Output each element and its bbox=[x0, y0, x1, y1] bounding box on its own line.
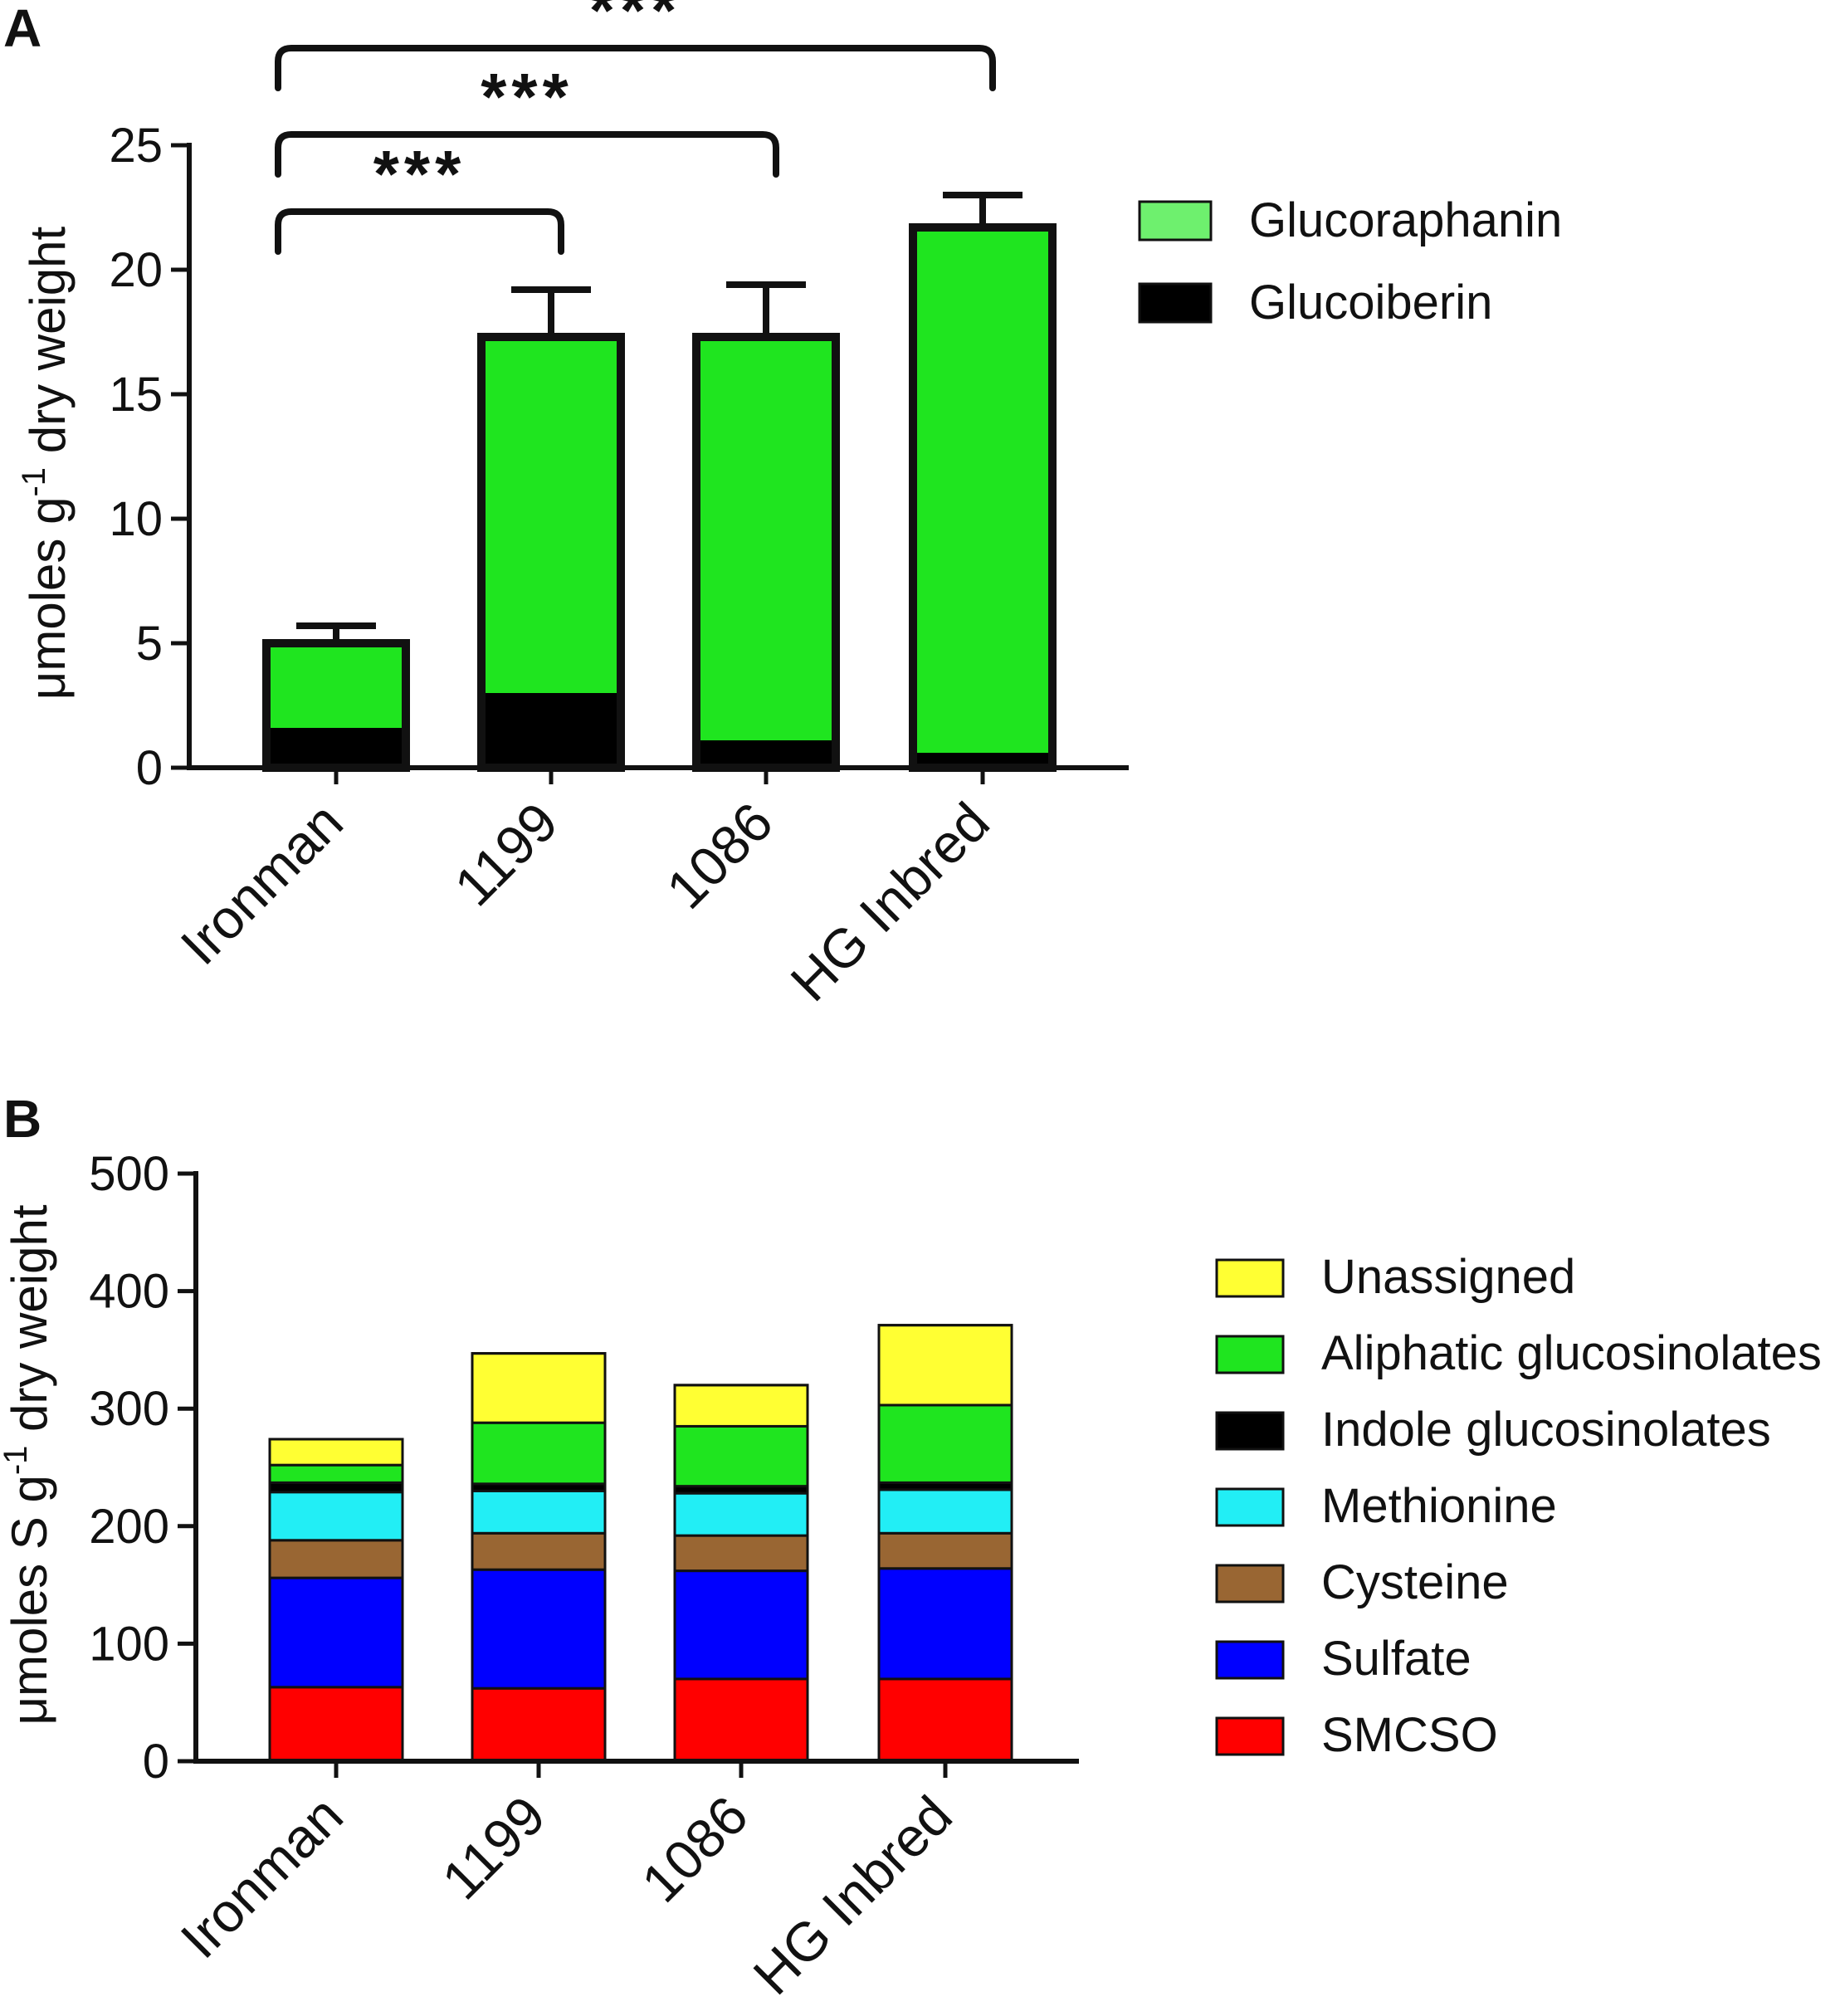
significance-stars-1199: *** bbox=[373, 137, 466, 211]
bar-glucoraphanin-1199 bbox=[481, 337, 621, 693]
legend-swatch-cysteine bbox=[1215, 1564, 1285, 1604]
legend-label-cysteine: Cysteine bbox=[1321, 1555, 1509, 1609]
significance-bracket-1199 bbox=[275, 208, 564, 255]
x-label-1199: 1199 bbox=[430, 1784, 557, 1911]
y-tick-label-500: 500 bbox=[89, 1147, 169, 1201]
bar-unassigned-1199 bbox=[471, 1352, 607, 1424]
bar-smcso-1199 bbox=[471, 1687, 607, 1763]
significance-bracket-1086 bbox=[275, 131, 779, 178]
bar-cysteine-hg-inbred bbox=[877, 1531, 1013, 1570]
significance-bracket-hg-inbred bbox=[275, 45, 996, 91]
legend-swatch-glucoraphanin bbox=[1138, 200, 1213, 242]
y-tick-label-100: 100 bbox=[89, 1617, 169, 1671]
legend-label-sulfate: Sulfate bbox=[1321, 1632, 1472, 1686]
bar-aliphatic-glucosinolates-hg-inbred bbox=[877, 1403, 1013, 1484]
x-label-ironman: Ironman bbox=[168, 791, 354, 977]
bar-smcso-ironman bbox=[268, 1686, 404, 1763]
legend-swatch-smcso bbox=[1215, 1716, 1285, 1756]
bar-glucoiberin-ironman bbox=[266, 728, 406, 768]
legend-swatch-indole-glucosinolates bbox=[1215, 1411, 1285, 1451]
bar-methionine-ironman bbox=[268, 1491, 404, 1542]
legend-label-unassigned: Unassigned bbox=[1321, 1250, 1575, 1304]
bar-glucoiberin-1199 bbox=[481, 693, 621, 768]
y-tick-label-0: 0 bbox=[136, 741, 163, 795]
x-label-hg-inbred: HG Inbred bbox=[778, 791, 1001, 1013]
legend-swatch-sulfate bbox=[1215, 1640, 1285, 1680]
bar-cysteine-ironman bbox=[268, 1539, 404, 1579]
y-axis-label: μmoles S g-1 dry weight bbox=[0, 1204, 57, 1725]
y-tick-label-10: 10 bbox=[109, 492, 163, 546]
x-label-1086: 1086 bbox=[655, 791, 784, 920]
y-tick-label-0: 0 bbox=[143, 1735, 169, 1789]
legend-swatch-glucoiberin bbox=[1138, 282, 1213, 324]
legend-swatch-methionine bbox=[1215, 1487, 1285, 1527]
bar-cysteine-1199 bbox=[471, 1531, 607, 1571]
bar-glucoraphanin-hg-inbred bbox=[913, 227, 1052, 753]
bar-glucoraphanin-1086 bbox=[696, 337, 836, 740]
legend-label-smcso: SMCSO bbox=[1321, 1708, 1498, 1762]
x-label-ironman: Ironman bbox=[168, 1784, 354, 1970]
bar-aliphatic-glucosinolates-1086 bbox=[673, 1424, 809, 1488]
x-label-hg-inbred: HG Inbred bbox=[741, 1784, 964, 2007]
y-tick-label-300: 300 bbox=[89, 1382, 169, 1436]
legend-label-glucoraphanin: Glucoraphanin bbox=[1249, 193, 1562, 247]
y-axis-label-main: μmoles S g bbox=[2, 1475, 57, 1725]
significance-stars-hg-inbred: *** bbox=[589, 0, 681, 47]
bar-aliphatic-glucosinolates-1199 bbox=[471, 1421, 607, 1486]
panel-b-letter: B bbox=[3, 1089, 41, 1149]
bar-smcso-hg-inbred bbox=[877, 1677, 1013, 1763]
y-tick-label-15: 15 bbox=[109, 368, 163, 422]
legend-swatch-aliphatic-glucosinolates bbox=[1215, 1335, 1285, 1374]
y-axis-label: μmoles g-1 dry weight bbox=[16, 226, 76, 700]
bar-glucoiberin-1086 bbox=[696, 740, 836, 768]
legend-swatch-unassigned bbox=[1215, 1258, 1285, 1298]
bar-smcso-1086 bbox=[673, 1677, 809, 1763]
significance-stars-1086: *** bbox=[481, 60, 573, 134]
bar-indole-glucosinolates-ironman bbox=[268, 1481, 404, 1494]
y-tick-label-20: 20 bbox=[109, 243, 163, 297]
y-tick-label-200: 200 bbox=[89, 1500, 169, 1554]
bar-cysteine-1086 bbox=[673, 1534, 809, 1573]
bar-sulfate-1086 bbox=[673, 1569, 809, 1681]
bar-aliphatic-glucosinolates-ironman bbox=[268, 1463, 404, 1484]
legend-label-aliphatic-glucosinolates: Aliphatic glucosinolates bbox=[1321, 1326, 1822, 1380]
legend-label-indole-glucosinolates: Indole glucosinolates bbox=[1321, 1403, 1771, 1457]
y-axis-label-main: μmoles g bbox=[20, 497, 76, 700]
legend-label-glucoiberin: Glucoiberin bbox=[1249, 276, 1492, 329]
y-axis-label-sup: -1 bbox=[16, 467, 52, 497]
bar-methionine-1199 bbox=[471, 1489, 607, 1535]
x-label-1086: 1086 bbox=[630, 1784, 759, 1914]
bar-methionine-1086 bbox=[673, 1491, 809, 1537]
bar-sulfate-ironman bbox=[268, 1576, 404, 1689]
y-tick-label-25: 25 bbox=[109, 119, 163, 173]
bar-unassigned-ironman bbox=[268, 1438, 404, 1467]
bar-glucoraphanin-ironman bbox=[266, 643, 406, 728]
y-tick-label-5: 5 bbox=[136, 617, 163, 671]
y-axis-label-sup: -1 bbox=[0, 1446, 34, 1476]
bar-sulfate-1199 bbox=[471, 1568, 607, 1690]
panel-a-letter: A bbox=[3, 0, 41, 58]
y-tick-label-400: 400 bbox=[89, 1265, 169, 1319]
y-axis-label-rest: dry weight bbox=[2, 1204, 57, 1445]
legend-label-methionine: Methionine bbox=[1321, 1479, 1557, 1533]
bar-unassigned-hg-inbred bbox=[877, 1324, 1013, 1407]
bar-sulfate-hg-inbred bbox=[877, 1567, 1013, 1681]
bar-unassigned-1086 bbox=[673, 1384, 809, 1428]
y-axis-label-rest: dry weight bbox=[20, 226, 76, 466]
x-label-1199: 1199 bbox=[442, 791, 569, 918]
bar-methionine-hg-inbred bbox=[877, 1488, 1013, 1535]
